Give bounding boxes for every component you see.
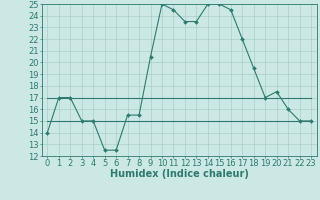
X-axis label: Humidex (Indice chaleur): Humidex (Indice chaleur) — [110, 169, 249, 179]
